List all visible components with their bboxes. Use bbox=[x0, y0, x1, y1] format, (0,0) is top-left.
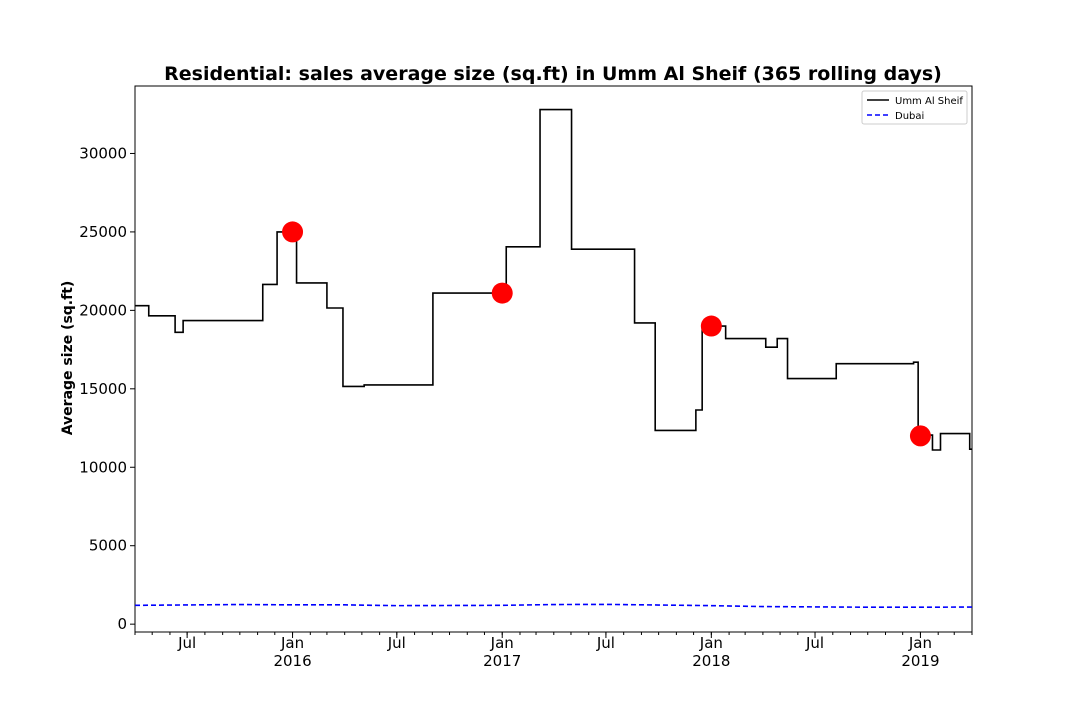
legend-label-umm-al-sheif: Umm Al Sheif bbox=[895, 96, 963, 107]
x-tick-year-label: 2016 bbox=[273, 652, 311, 670]
legend-label-dubai: Dubai bbox=[895, 111, 924, 122]
x-tick-year-label: 2019 bbox=[901, 652, 939, 670]
y-tick-label: 5000 bbox=[89, 537, 127, 555]
legend: Umm Al Sheif Dubai bbox=[861, 90, 968, 125]
marker-layer bbox=[282, 221, 931, 447]
chart-title: Residential: sales average size (sq.ft) … bbox=[164, 63, 942, 85]
series-layer bbox=[134, 108, 973, 609]
x-tick-label: Jul bbox=[805, 634, 824, 652]
y-tick-label: 0 bbox=[117, 615, 127, 633]
x-tick-year-label: 2017 bbox=[483, 652, 521, 670]
x-tick-label: Jan bbox=[699, 634, 723, 652]
highlight-marker bbox=[491, 282, 513, 304]
highlight-marker bbox=[282, 221, 304, 243]
x-tick-year-label: 2018 bbox=[692, 652, 730, 670]
highlight-marker bbox=[909, 425, 931, 447]
y-tick-label: 20000 bbox=[79, 301, 127, 319]
y-axis-label: Average size (sq.ft) bbox=[60, 281, 76, 436]
y-tick-label: 25000 bbox=[79, 223, 127, 241]
x-tick-label: Jul bbox=[177, 634, 196, 652]
highlight-marker bbox=[700, 315, 722, 337]
x-tick-label: Jul bbox=[387, 634, 406, 652]
plot-area-frame bbox=[134, 85, 973, 633]
series-line-umm-al-sheif bbox=[135, 108, 972, 451]
x-tick-label: Jan bbox=[490, 634, 514, 652]
series-line-dubai bbox=[134, 603, 973, 609]
x-tick-label: Jul bbox=[596, 634, 615, 652]
y-tick-label: 15000 bbox=[79, 380, 127, 398]
y-tick-label: 30000 bbox=[79, 144, 127, 162]
x-tick-label: Jan bbox=[280, 634, 304, 652]
y-tick-label: 10000 bbox=[79, 458, 127, 476]
y-axis: 0 5000 10000 15000 20000 25000 30000 bbox=[79, 144, 135, 633]
x-tick-label: Jan bbox=[908, 634, 932, 652]
